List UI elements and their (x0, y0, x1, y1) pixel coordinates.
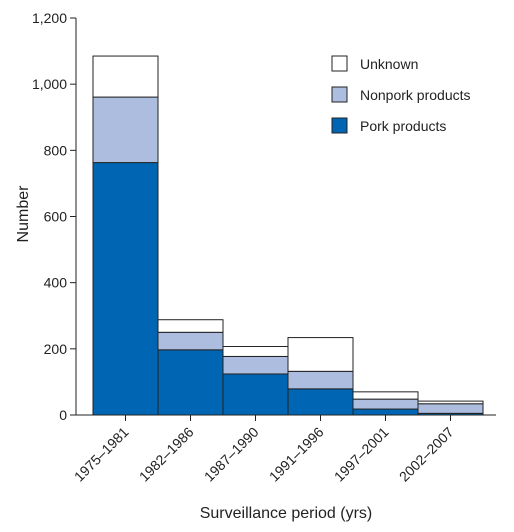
bar-segment-nonpork-products (418, 404, 483, 414)
legend-swatch (332, 56, 347, 71)
y-tick-label: 0 (59, 407, 67, 423)
bar-segment-pork-products (93, 163, 158, 415)
x-tick-label: 1987–1990 (201, 424, 262, 485)
y-tick-label: 200 (44, 341, 68, 357)
bar-segment-unknown (158, 320, 223, 333)
x-tick-label: 1997–2001 (331, 424, 392, 485)
legend-swatch (332, 118, 347, 133)
y-tick-label: 400 (44, 275, 68, 291)
bar-segment-pork-products (158, 350, 223, 415)
y-tick-label: 600 (44, 209, 68, 225)
legend-label: Nonpork products (360, 87, 471, 103)
x-tick-label: 1975–1981 (71, 424, 132, 485)
bar-segment-unknown (418, 401, 483, 404)
y-tick-label: 1,000 (32, 76, 67, 92)
bar-segment-unknown (353, 392, 418, 399)
y-axis-title: Number (15, 185, 32, 243)
bar-segment-nonpork-products (223, 356, 288, 374)
bar-segment-nonpork-products (288, 371, 353, 389)
legend-label: Pork products (360, 118, 446, 134)
legend: Unknown Nonpork products Pork products (332, 56, 471, 134)
legend-label: Unknown (360, 56, 418, 72)
x-tick-label: 1982–1986 (136, 424, 197, 485)
bar-segment-pork-products (288, 389, 353, 415)
x-tick-label: 2002–2007 (396, 424, 457, 485)
legend-swatch (332, 87, 347, 102)
bar-segment-pork-products (353, 409, 418, 415)
bar-segment-unknown (288, 338, 353, 372)
bar-segment-nonpork-products (353, 399, 418, 409)
bars-group (93, 56, 483, 415)
x-tick-label: 1991–1996 (266, 424, 327, 485)
x-ticks-group: 1975–1981 1982–1986 1987–1990 1991–1996 1997… (71, 415, 457, 485)
x-axis-title: Surveillance period (yrs) (200, 505, 373, 522)
y-tick-label: 800 (44, 142, 68, 158)
bar-segment-nonpork-products (93, 97, 158, 163)
bar-segment-unknown (93, 56, 158, 97)
bar-segment-nonpork-products (158, 332, 223, 350)
y-ticks-group: 0 200 400 600 800 1,000 1,200 (32, 10, 76, 423)
bar-segment-pork-products (223, 374, 288, 415)
bar-segment-unknown (223, 347, 288, 357)
y-tick-label: 1,200 (32, 10, 67, 26)
